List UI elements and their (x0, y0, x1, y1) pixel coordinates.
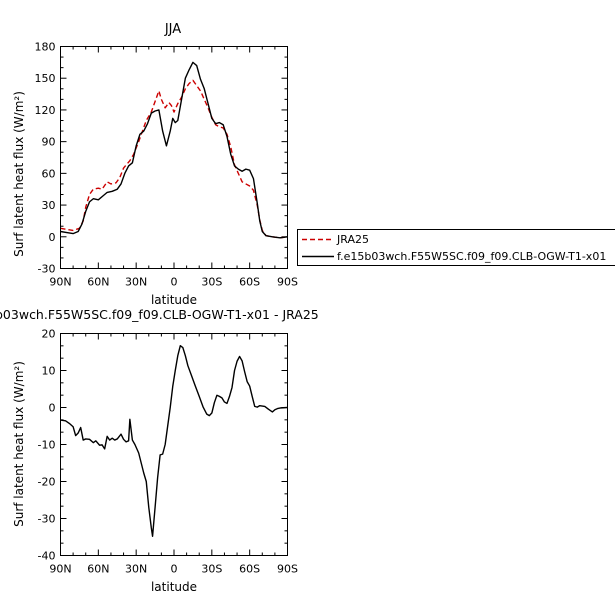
legend-box (297, 229, 615, 266)
legend-label-model: f.e15b03wch.F55W5SC.f09_f09.CLB-OGW-T1-x… (337, 250, 606, 263)
top-series-line-0 (60, 79, 288, 239)
top-ytick-label: 30 (42, 199, 56, 212)
bottom-ytick-label: 20 (42, 328, 56, 341)
top-xtick-label: 0 (171, 276, 178, 289)
bottom-ytick-label: -20 (38, 476, 56, 489)
bottom-xtick-label: 60S (239, 563, 260, 576)
top-ytick-label: 90 (42, 136, 56, 149)
bottom-xtick-label: 60N (87, 563, 109, 576)
panel-title: JJA (164, 22, 181, 37)
top-xtick-label: 60N (87, 276, 109, 289)
bottom-y-axis-label-text: Surf latent heat flux (W/m²) (12, 361, 26, 527)
top-xtick-label: 30S (201, 276, 222, 289)
top-y-axis-label-text: Surf latent heat flux (W/m²) (12, 91, 26, 257)
top-panel: JJA -30 0 30 60 90 120 150 180 90N 60N 30N 0 30S 60S 9… (12, 22, 298, 307)
top-ytick-label: 60 (42, 167, 56, 180)
bottom-ytick-label: 10 (42, 365, 56, 378)
bottom-xtick-label: 30S (201, 563, 222, 576)
top-xtick-label: 60S (239, 276, 260, 289)
top-ytick-label: 150 (35, 72, 56, 85)
top-y-axis-label: Surf latent heat flux (W/m²) (12, 91, 26, 257)
bottom-xtick-label: 30N (125, 563, 147, 576)
bottom-series-line-0 (60, 345, 288, 537)
top-ytick-label: 0 (49, 231, 56, 244)
bottom-panel: b03wch.F55W5SC.f09_f09.CLB-OGW-T1-x01 - … (0, 307, 319, 594)
top-series-line-1 (60, 61, 288, 239)
bottom-plot-frame (60, 333, 288, 556)
bottom-xtick-label: 90N (49, 563, 71, 576)
top-xtick-label: 90S (277, 276, 298, 289)
bottom-xtick-label: 90S (277, 563, 298, 576)
bottom-ytick-label: -10 (38, 439, 56, 452)
bottom-ytick-label: -40 (38, 550, 56, 563)
diff-title: b03wch.F55W5SC.f09_f09.CLB-OGW-T1-x01 - … (0, 307, 319, 322)
top-series-group (60, 61, 288, 239)
legend-label-jra25: JRA25 (336, 233, 369, 246)
top-x-axis-label: latitude (151, 293, 197, 307)
bottom-ytick-label: -30 (38, 513, 56, 526)
top-ytick-label: 120 (35, 104, 56, 117)
top-xtick-label: 30N (125, 276, 147, 289)
legend: JRA25 f.e15b03wch.F55W5SC.f09_f09.CLB-OG… (297, 229, 615, 266)
bottom-y-axis-label: Surf latent heat flux (W/m²) (12, 361, 26, 527)
top-ytick-label: -30 (38, 263, 56, 276)
bottom-ytick-label: 0 (49, 402, 56, 415)
bottom-x-axis-label: latitude (151, 580, 197, 594)
top-ticks: -30 0 30 60 90 120 150 180 90N 60N 30N 0 30S 60S 90S (35, 41, 299, 289)
bottom-ticks: -40 -30 -20 -10 0 10 20 90N 60N 30N 0 30S 60S 90S (38, 328, 298, 576)
bottom-series-group (60, 345, 288, 537)
top-ytick-label: 180 (35, 41, 56, 54)
bottom-xtick-label: 0 (171, 563, 178, 576)
top-xtick-label: 90N (49, 276, 71, 289)
top-plot-frame (60, 46, 288, 269)
